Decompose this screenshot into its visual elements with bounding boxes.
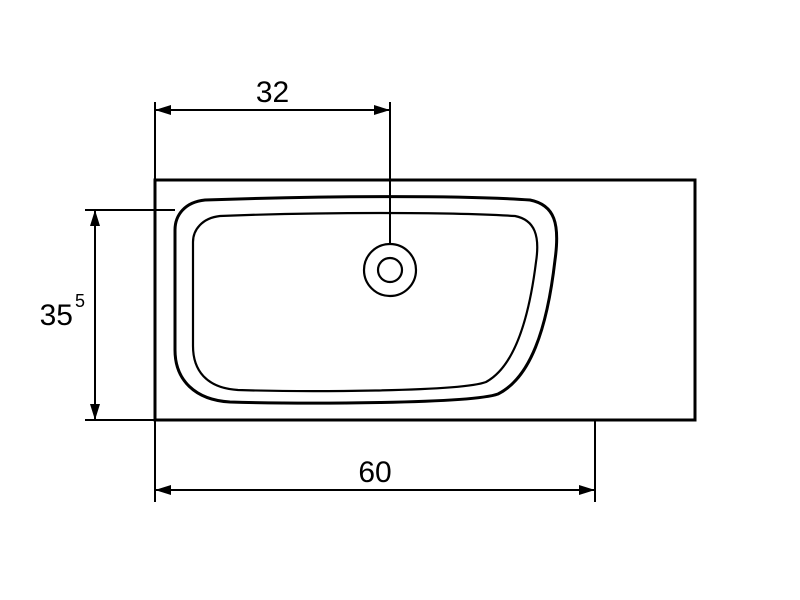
technical-drawing: 32 60 355 [0, 0, 800, 600]
dim-top-value: 32 [256, 76, 289, 109]
dim-bottom: 60 [155, 420, 595, 502]
basin-inner [193, 213, 537, 391]
dim-top: 32 [155, 76, 390, 244]
drain-outer [364, 244, 416, 296]
dim-bottom-value: 60 [358, 456, 391, 489]
drain-inner [378, 258, 402, 282]
dim-left-value: 35 [40, 299, 73, 332]
dim-left-sup: 5 [75, 291, 85, 311]
